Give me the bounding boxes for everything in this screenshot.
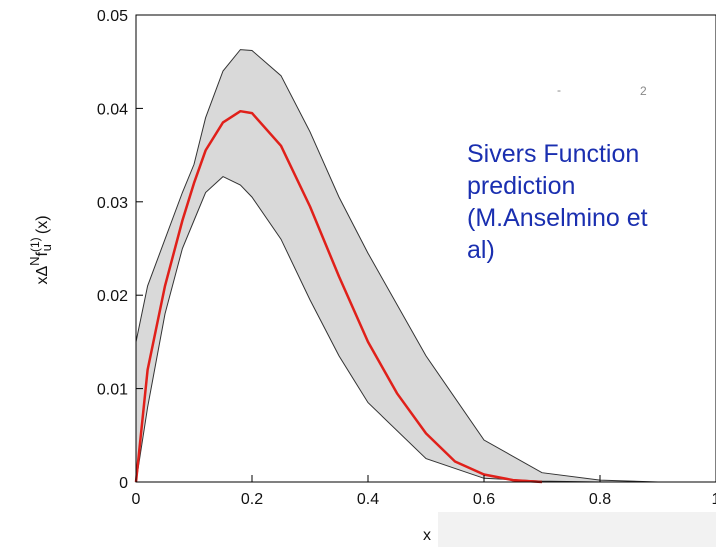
y-tick-label: 0 (119, 475, 128, 492)
x-axis-ticks: 0 0.2 0.4 0.6 0.8 1 (132, 475, 716, 508)
x-axis-label: x (423, 527, 431, 544)
plot-frame (135, 14, 716, 483)
central-curve (134, 109, 543, 484)
annotation-line-3: (M.Anselmino et (467, 204, 648, 232)
y-tick-label: 0.05 (97, 8, 128, 25)
x-tick-label: 0.8 (589, 491, 611, 508)
central-curve-layer (134, 109, 543, 484)
annotation-line-1: Sivers Function (467, 140, 640, 168)
svg-text:xΔNf(1)u(x): xΔNf(1)u(x) (27, 215, 54, 284)
y-axis-label: xΔNf(1)u(x) (27, 215, 54, 284)
y-tick-label: 0.01 (97, 382, 128, 399)
overlay-box (438, 512, 716, 547)
y-tick-label: 0.03 (97, 195, 128, 212)
sivers-annotation: Sivers Function prediction (M.Anselmino … (467, 138, 712, 266)
x-tick-label: 0.6 (473, 491, 495, 508)
y-tick-label: 0.04 (97, 101, 128, 118)
annotation-line-4: al) (467, 236, 495, 264)
y-tick-label: 0.02 (97, 288, 128, 305)
x-tick-label: 1 (712, 491, 716, 508)
stray-mark-a: - (557, 83, 561, 97)
annotation-line-2: prediction (467, 172, 576, 200)
y-axis-ticks: 0 0.01 0.02 0.03 0.04 0.05 (97, 8, 143, 492)
x-tick-label: 0 (132, 491, 141, 508)
x-tick-label: 0.4 (357, 491, 379, 508)
x-tick-label: 0.2 (241, 491, 263, 508)
stray-mark-b: 2 (640, 84, 647, 98)
